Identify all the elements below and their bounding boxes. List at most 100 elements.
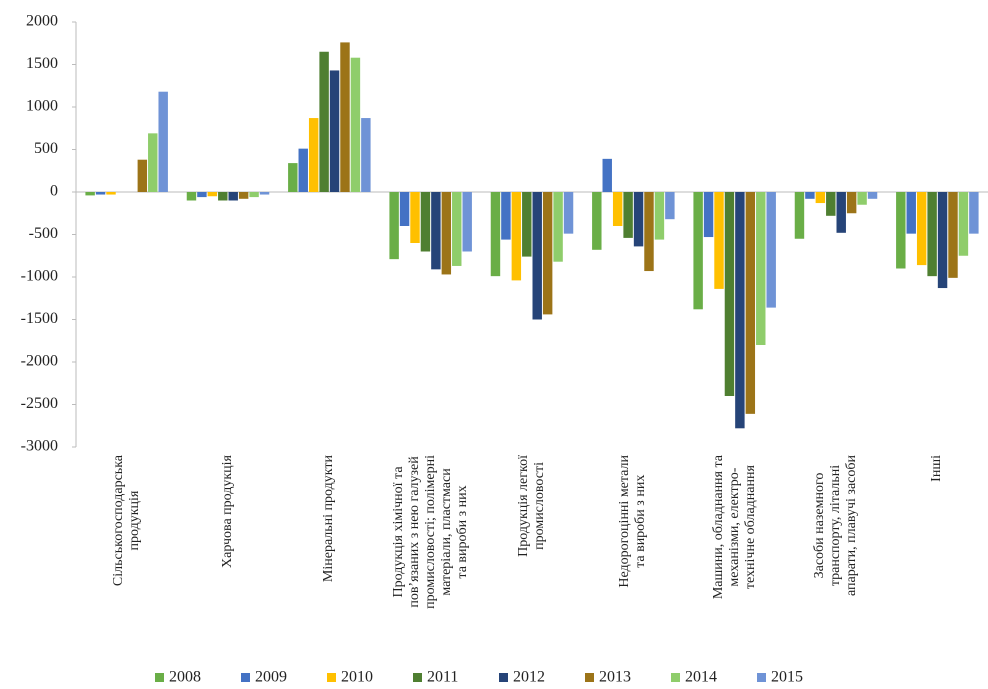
bar xyxy=(399,192,410,226)
bar xyxy=(288,163,298,192)
bar xyxy=(927,192,937,277)
y-tick-label: -500 xyxy=(29,225,58,242)
bar xyxy=(228,192,238,201)
bar xyxy=(916,192,927,266)
bar xyxy=(350,57,361,193)
legend-swatch xyxy=(241,673,250,682)
bar xyxy=(612,192,623,226)
x-tick-label: Мінеральні продукти xyxy=(321,455,337,685)
x-tick-label: Харчова продукція xyxy=(220,455,236,685)
x-tick-label: Засоби наземного транспорту, літальні ап… xyxy=(812,455,860,685)
legend-swatch xyxy=(327,673,336,682)
bar xyxy=(623,192,633,238)
category-text: Засоби наземного транспорту, літальні ап… xyxy=(812,455,859,597)
bar xyxy=(532,192,542,320)
x-tick-label: Інші xyxy=(929,455,945,685)
bar xyxy=(319,51,329,192)
bar xyxy=(361,118,371,192)
bar xyxy=(490,192,501,277)
bar xyxy=(511,192,522,281)
legend-swatch xyxy=(413,673,422,682)
bar xyxy=(462,192,472,252)
bar xyxy=(794,192,805,239)
bar xyxy=(958,192,969,256)
bar xyxy=(937,192,948,289)
x-tick-label: Сільськогосподарська продукція xyxy=(111,455,143,685)
legend-swatch xyxy=(671,673,680,682)
y-tick-label: 0 xyxy=(50,183,58,200)
y-tick-label: 1500 xyxy=(26,55,58,72)
bar xyxy=(969,192,979,234)
bar xyxy=(340,42,350,193)
bar xyxy=(259,192,270,195)
bar xyxy=(745,192,756,414)
y-tick-label: -1500 xyxy=(21,310,58,327)
y-tick-label: -2500 xyxy=(21,395,58,412)
bar xyxy=(815,192,826,204)
bar xyxy=(724,192,735,396)
category-text: Машини, обладнання та механізми, електро… xyxy=(710,455,758,600)
bar xyxy=(948,192,958,278)
bar xyxy=(186,192,197,201)
legend-swatch xyxy=(155,673,164,682)
bar xyxy=(857,192,867,205)
bar xyxy=(249,192,259,198)
bar xyxy=(542,192,553,315)
bar xyxy=(95,192,106,195)
bar xyxy=(826,192,836,216)
bar xyxy=(836,192,846,233)
bar xyxy=(85,192,95,196)
bar xyxy=(420,192,431,252)
category-text: Сільськогосподарська продукція xyxy=(110,455,142,587)
bar xyxy=(218,192,228,201)
bar xyxy=(867,192,878,199)
bar xyxy=(137,159,148,192)
bar xyxy=(197,192,207,198)
bar xyxy=(553,192,563,262)
legend-swatch xyxy=(499,673,508,682)
bar xyxy=(846,192,857,214)
bar xyxy=(431,192,441,270)
bar xyxy=(298,148,308,192)
category-text: Продукція хімічної та пов’язаних з нею г… xyxy=(390,455,470,609)
bar xyxy=(148,133,158,192)
bar xyxy=(633,192,644,247)
bar xyxy=(896,192,906,269)
bar xyxy=(106,192,116,195)
bar xyxy=(644,192,654,272)
y-tick-label: -3000 xyxy=(21,438,58,455)
bar xyxy=(389,192,399,260)
legend-label: 2009 xyxy=(255,669,287,686)
bar xyxy=(766,192,776,308)
bar xyxy=(906,192,916,234)
bar xyxy=(452,192,462,266)
bar xyxy=(703,192,714,238)
bar xyxy=(207,192,218,197)
legend-label: 2011 xyxy=(427,669,458,686)
bar xyxy=(714,192,724,289)
y-tick-label: 500 xyxy=(34,140,58,157)
bar xyxy=(238,192,249,199)
legend-label: 2010 xyxy=(341,669,373,686)
bar xyxy=(602,158,612,192)
category-text: Мінеральні продукти xyxy=(321,455,337,583)
x-tick-label: Продукція легкої промисловості xyxy=(516,455,548,685)
category-text: Інші xyxy=(929,455,945,482)
x-tick-label: Продукція хімічної та пов’язаних з нею г… xyxy=(391,455,471,685)
bar xyxy=(441,192,452,275)
legend-swatch xyxy=(585,673,594,682)
bar xyxy=(522,192,532,257)
y-tick-label: 2000 xyxy=(26,13,58,30)
bar xyxy=(654,192,665,240)
legend-swatch xyxy=(757,673,766,682)
bar xyxy=(735,192,745,429)
category-text: Продукція легкої промисловості xyxy=(516,455,547,557)
bar xyxy=(756,192,766,345)
bar xyxy=(501,192,511,240)
bar xyxy=(308,118,319,192)
bar xyxy=(563,192,574,234)
bar xyxy=(665,192,675,220)
bar xyxy=(158,91,168,192)
